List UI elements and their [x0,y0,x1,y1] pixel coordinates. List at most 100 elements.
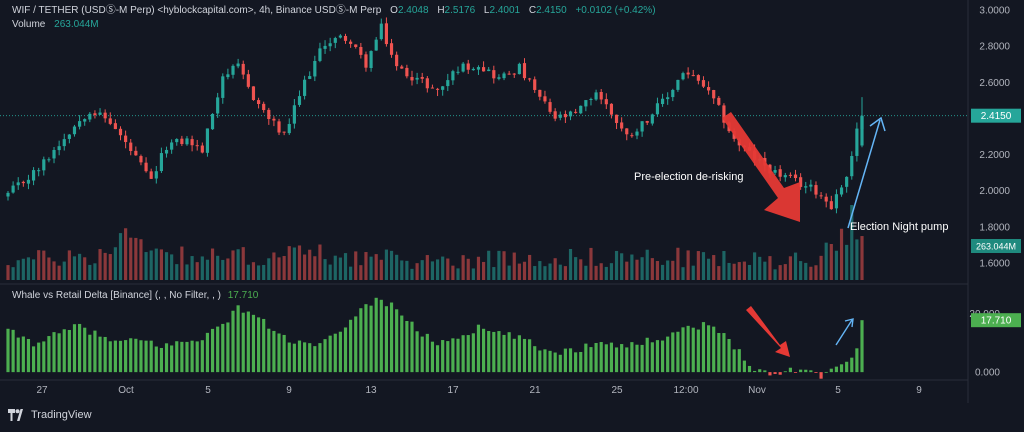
delta-bar [481,328,486,373]
delta-bar [773,372,777,374]
delta-bar [630,342,634,373]
candle-body [389,43,394,55]
candle-body [548,102,552,112]
candle-body [129,142,133,151]
delta-bar [660,340,665,373]
price-tick-label: 2.0000 [979,186,1010,197]
volume-bar [328,264,332,280]
delta-bar [650,342,654,373]
delta-bar [395,309,399,373]
delta-bar [528,339,532,373]
delta-bar [461,335,465,373]
delta-bar [226,322,230,373]
candle-body [650,114,654,124]
candle-body [574,111,578,113]
volume-bar [216,255,220,280]
volume-bar [420,260,424,280]
delta-bar [67,329,71,373]
delta-bars [6,297,864,379]
delta-bar [845,361,849,373]
candle-body [159,153,163,172]
delta-bar [415,331,419,373]
delta-bar [134,338,138,373]
delta-bar [297,340,302,373]
delta-bar [246,311,250,373]
brand-text: TradingView [31,409,92,421]
volume-bar [134,237,138,280]
volume-bar [205,259,210,280]
volume-bar [630,254,634,280]
candle-body [343,35,348,41]
volume-bar [666,260,670,280]
delta-bar [625,347,629,373]
delta-bar [666,336,670,373]
volume-bar [226,258,230,280]
candle-body [175,139,179,143]
candle-body [369,51,373,69]
candle-body [430,87,435,89]
delta-bar [558,354,562,373]
volume-bar [93,263,97,280]
candle-body [793,174,798,179]
tradingview-logo[interactable]: TradingView [8,409,92,421]
price-tick-label: 2.6000 [979,78,1010,89]
delta-bar [62,329,66,373]
volume-tag-label: 263.044M [976,242,1016,252]
candle-body [364,54,368,68]
volume-bar [568,248,573,280]
candle-body [313,60,317,77]
candle-body [676,79,680,90]
volume-bar [783,264,787,280]
candle-body [57,146,61,151]
candle-body [287,124,291,134]
volume-bar [415,263,419,280]
candle-body [834,194,839,209]
delta-bar [507,332,511,373]
delta-bar [799,369,803,373]
candle-body [384,23,389,45]
delta-bar [609,342,614,373]
volume-bar [451,265,455,280]
volume-tag [971,239,1021,253]
candle-body [272,118,276,121]
delta-bar [190,340,194,373]
volume-bar [267,258,271,280]
candle-body [517,63,521,75]
candle-body [594,92,598,100]
candle-body [108,118,112,124]
volume-bar [850,205,854,280]
volume-bar [292,247,296,280]
candle-body [349,41,353,44]
volume-bar [804,262,808,280]
delta-bar [47,336,51,373]
candle-body [62,139,66,147]
delta-bar [850,357,854,373]
candle-body [226,74,230,78]
volume-bar [338,257,342,280]
time-tick-label: 9 [286,385,292,396]
volume-bar [139,239,143,280]
candle-body [103,112,107,119]
delta-bar [466,335,470,373]
candle-body [563,114,567,118]
candle-body [379,23,383,40]
ohlc-h: H2.5176 [437,5,476,16]
delta-bar [287,342,291,373]
volume-bar [763,261,767,280]
candle-body [16,182,20,186]
delta-bar [216,326,220,373]
volume-bar [200,256,204,280]
delta-bar [671,332,675,373]
delta-bar [83,327,87,373]
volume-bar [180,246,184,280]
volume-bar [799,261,803,280]
delta-bar [819,372,823,379]
volume-bar [31,259,36,280]
delta-bar [753,370,757,373]
delta-bar [589,347,593,373]
volume-bar [195,262,199,280]
volume-bar [410,268,414,280]
